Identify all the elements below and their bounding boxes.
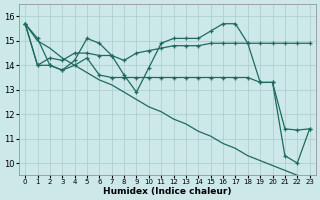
X-axis label: Humidex (Indice chaleur): Humidex (Indice chaleur) <box>103 187 232 196</box>
